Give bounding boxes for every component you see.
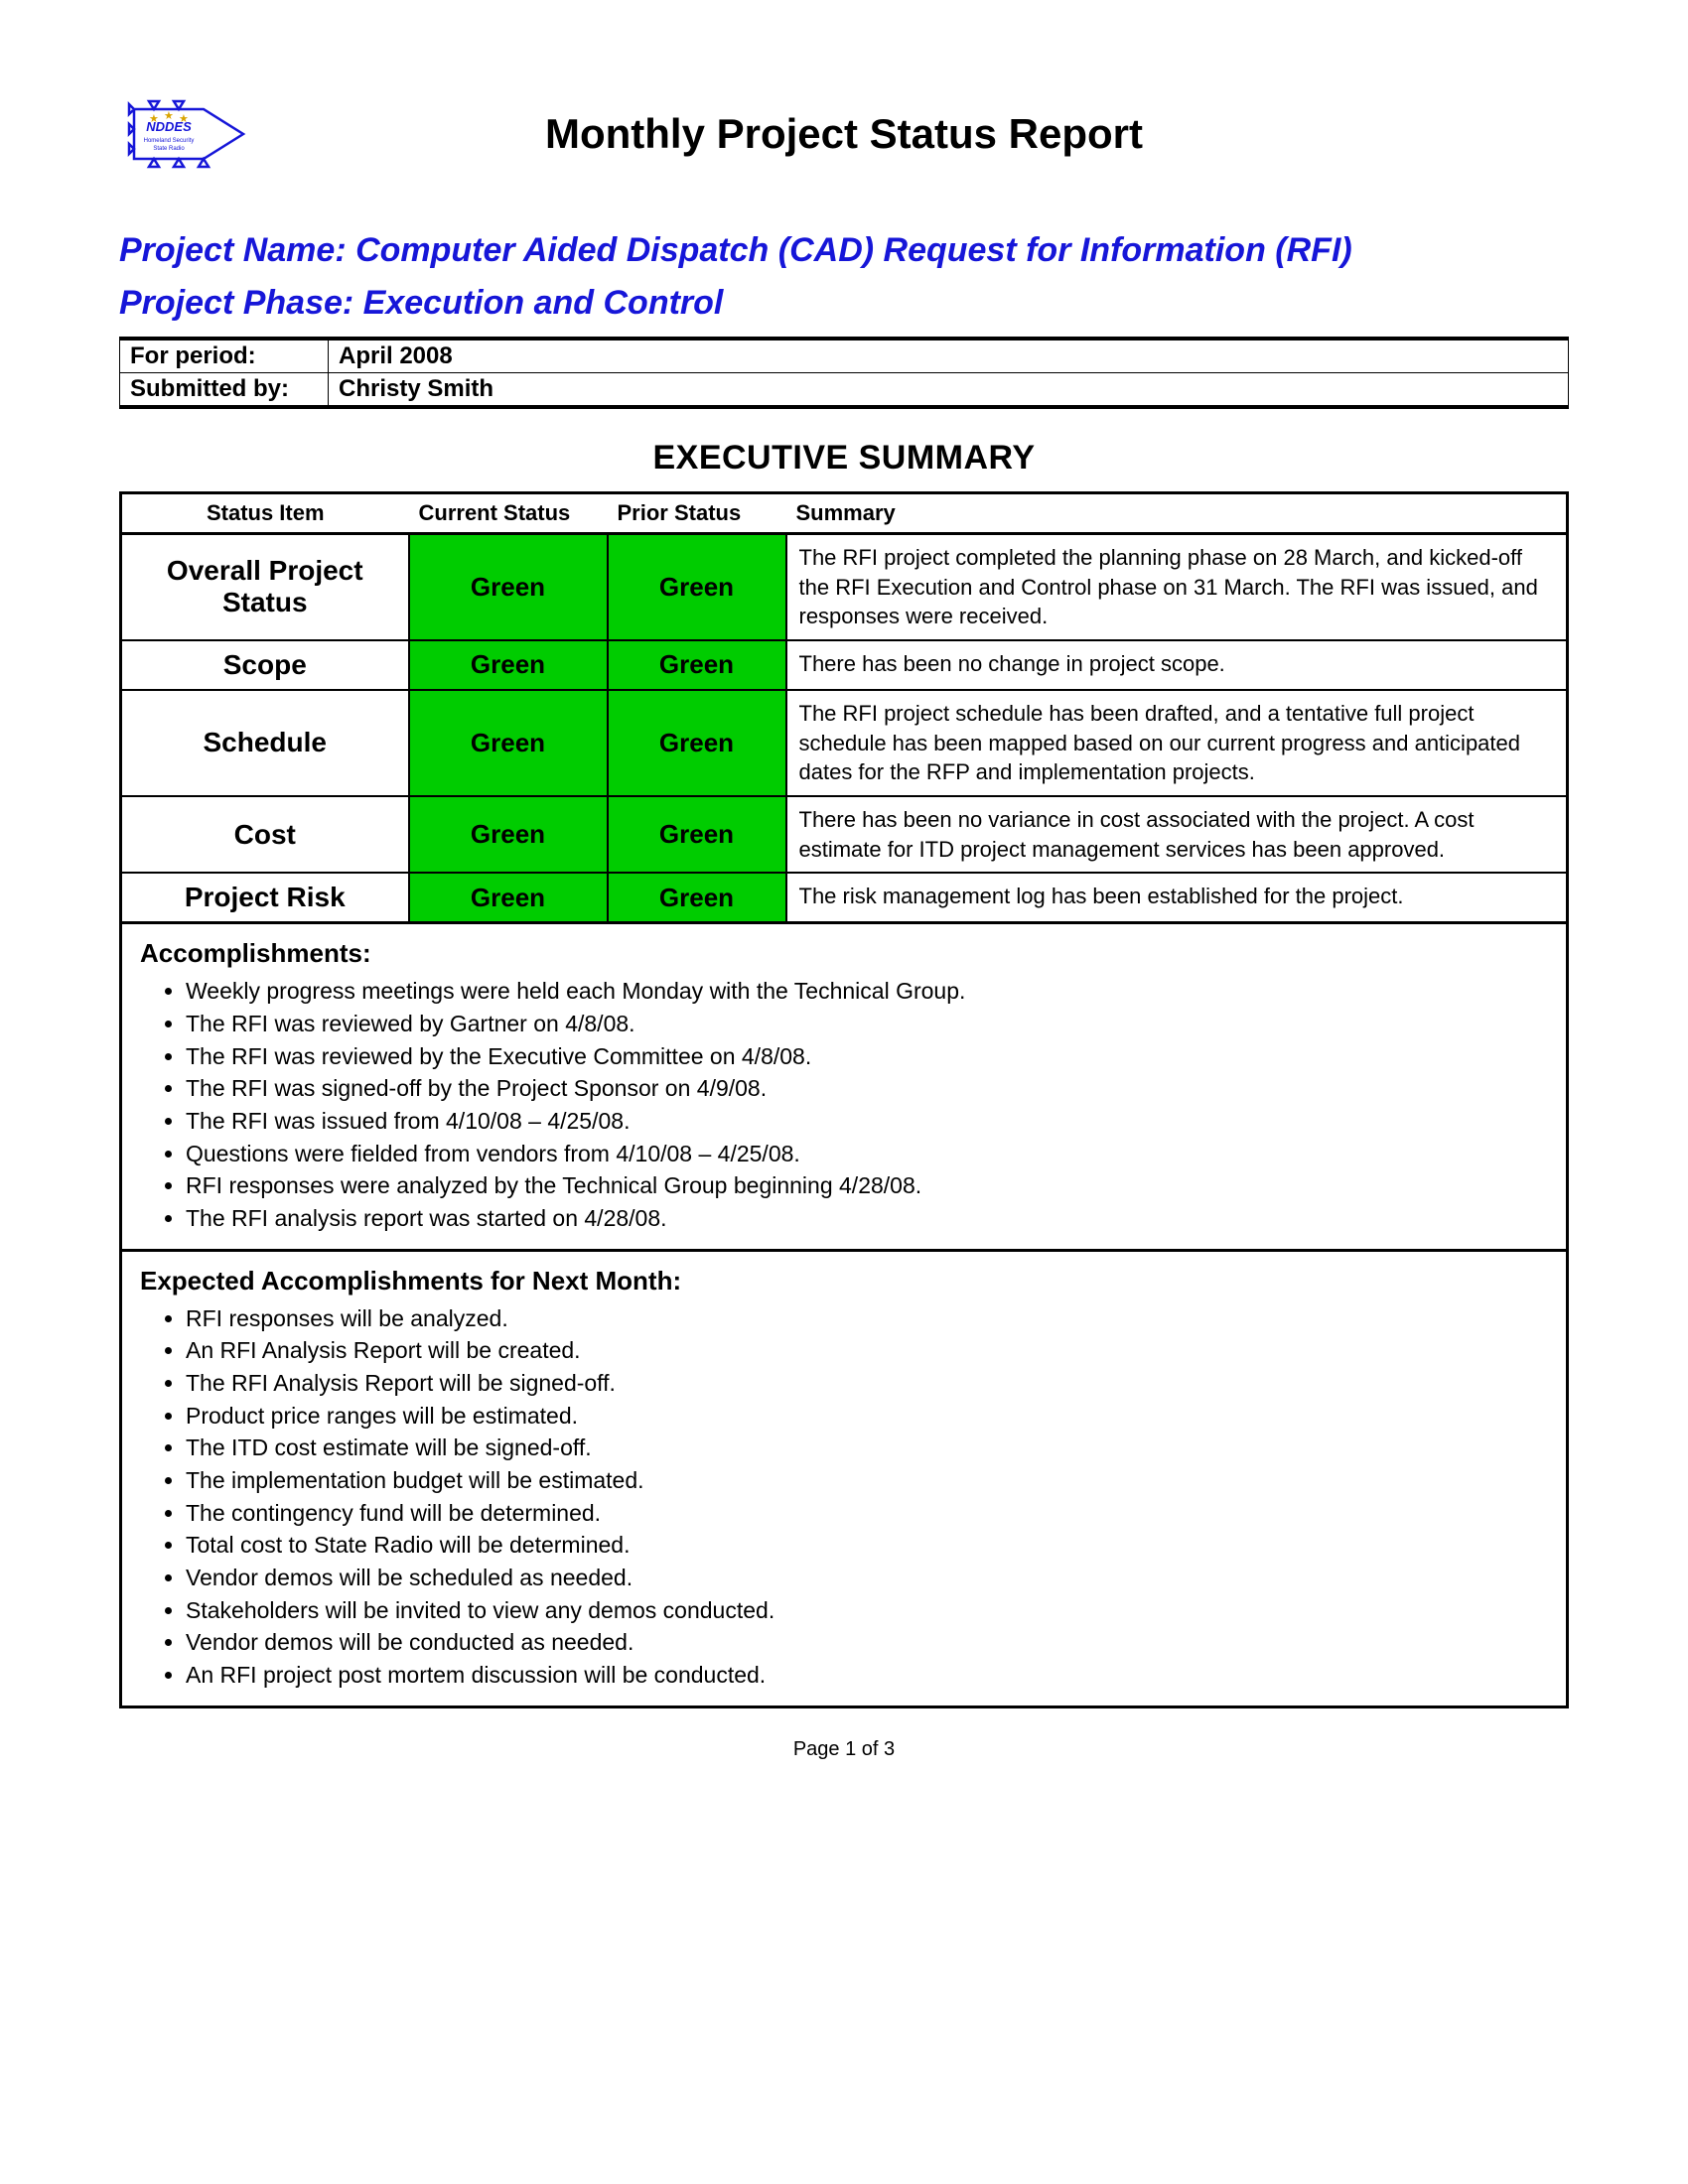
table-row: ScheduleGreenGreenThe RFI project schedu… [121,690,1568,796]
accomplishments-list: Weekly progress meetings were held each … [186,975,1548,1234]
table-row: Submitted by: Christy Smith [120,372,1569,407]
list-item: The RFI was reviewed by Gartner on 4/8/0… [186,1008,1548,1040]
current-status: Green [409,533,608,640]
status-summary: There has been no change in project scop… [786,640,1568,690]
current-status: Green [409,640,608,690]
svg-text:★: ★ [164,110,174,122]
list-item: The ITD cost estimate will be signed-off… [186,1432,1548,1464]
accomplishments-heading: Accomplishments: [140,938,1548,969]
list-item: RFI responses were analyzed by the Techn… [186,1169,1548,1202]
expected-section: Expected Accomplishments for Next Month:… [119,1252,1569,1708]
list-item: The RFI was signed-off by the Project Sp… [186,1072,1548,1105]
page-footer: Page 1 of 3 [119,1738,1569,1761]
svg-text:State Radio: State Radio [153,146,185,152]
svg-text:★: ★ [179,113,189,125]
list-item: The RFI was reviewed by the Executive Co… [186,1040,1548,1073]
current-status: Green [409,873,608,923]
executive-summary-heading: EXECUTIVE SUMMARY [119,439,1569,478]
list-item: RFI responses will be analyzed. [186,1302,1548,1335]
table-row: CostGreenGreenThere has been no variance… [121,796,1568,873]
status-item: Overall Project Status [121,533,409,640]
table-row: For period: April 2008 [120,339,1569,373]
project-phase-value: Execution and Control [363,284,724,322]
prior-status: Green [608,533,786,640]
prior-status: Green [608,796,786,873]
list-item: The RFI analysis report was started on 4… [186,1202,1548,1235]
list-item: Vendor demos will be scheduled as needed… [186,1562,1548,1594]
list-item: An RFI Analysis Report will be created. [186,1334,1548,1367]
list-item: Questions were fielded from vendors from… [186,1138,1548,1170]
list-item: Vendor demos will be conducted as needed… [186,1626,1548,1659]
list-item: Total cost to State Radio will be determ… [186,1529,1548,1562]
header-row: NDDES Homeland Security State Radio ★ ★ … [119,89,1569,179]
nddes-logo-icon: NDDES Homeland Security State Radio ★ ★ … [119,89,248,179]
prior-status: Green [608,640,786,690]
project-phase: Project Phase: Execution and Control [119,284,1569,323]
list-item: The RFI was issued from 4/10/08 – 4/25/0… [186,1105,1548,1138]
list-item: The RFI Analysis Report will be signed-o… [186,1367,1548,1400]
project-name-label: Project Name: [119,231,347,269]
period-value: April 2008 [329,339,1569,373]
table-header-row: Status Item Current Status Prior Status … [121,492,1568,533]
project-phase-label: Project Phase: [119,284,353,322]
project-name: Project Name: Computer Aided Dispatch (C… [119,228,1569,274]
status-item: Cost [121,796,409,873]
status-item: Schedule [121,690,409,796]
status-summary: The RFI project schedule has been drafte… [786,690,1568,796]
current-status: Green [409,796,608,873]
col-summary: Summary [786,492,1568,533]
list-item: Stakeholders will be invited to view any… [186,1594,1548,1627]
col-prior-status: Prior Status [608,492,786,533]
svg-text:Homeland Security: Homeland Security [144,138,195,144]
accomplishments-section: Accomplishments: Weekly progress meeting… [119,924,1569,1251]
meta-table: For period: April 2008 Submitted by: Chr… [119,337,1569,409]
prior-status: Green [608,690,786,796]
status-item: Scope [121,640,409,690]
status-summary: The RFI project completed the planning p… [786,533,1568,640]
table-row: Overall Project StatusGreenGreenThe RFI … [121,533,1568,640]
expected-list: RFI responses will be analyzed.An RFI An… [186,1302,1548,1692]
submitted-value: Christy Smith [329,372,1569,407]
period-label: For period: [120,339,329,373]
list-item: The implementation budget will be estima… [186,1464,1548,1497]
list-item: Weekly progress meetings were held each … [186,975,1548,1008]
status-table: Status Item Current Status Prior Status … [119,491,1569,925]
list-item: Product price ranges will be estimated. [186,1400,1548,1433]
list-item: The contingency fund will be determined. [186,1497,1548,1530]
status-summary: The risk management log has been establi… [786,873,1568,923]
svg-text:★: ★ [149,113,159,125]
table-row: Project RiskGreenGreenThe risk managemen… [121,873,1568,923]
table-row: ScopeGreenGreenThere has been no change … [121,640,1568,690]
current-status: Green [409,690,608,796]
list-item: An RFI project post mortem discussion wi… [186,1659,1548,1692]
document-page: NDDES Homeland Security State Radio ★ ★ … [0,0,1688,1801]
expected-heading: Expected Accomplishments for Next Month: [140,1266,1548,1297]
col-status-item: Status Item [121,492,409,533]
page-title: Monthly Project Status Report [308,110,1380,158]
project-name-value: Computer Aided Dispatch (CAD) Request fo… [355,231,1352,269]
status-summary: There has been no variance in cost assoc… [786,796,1568,873]
submitted-label: Submitted by: [120,372,329,407]
col-current-status: Current Status [409,492,608,533]
prior-status: Green [608,873,786,923]
status-item: Project Risk [121,873,409,923]
